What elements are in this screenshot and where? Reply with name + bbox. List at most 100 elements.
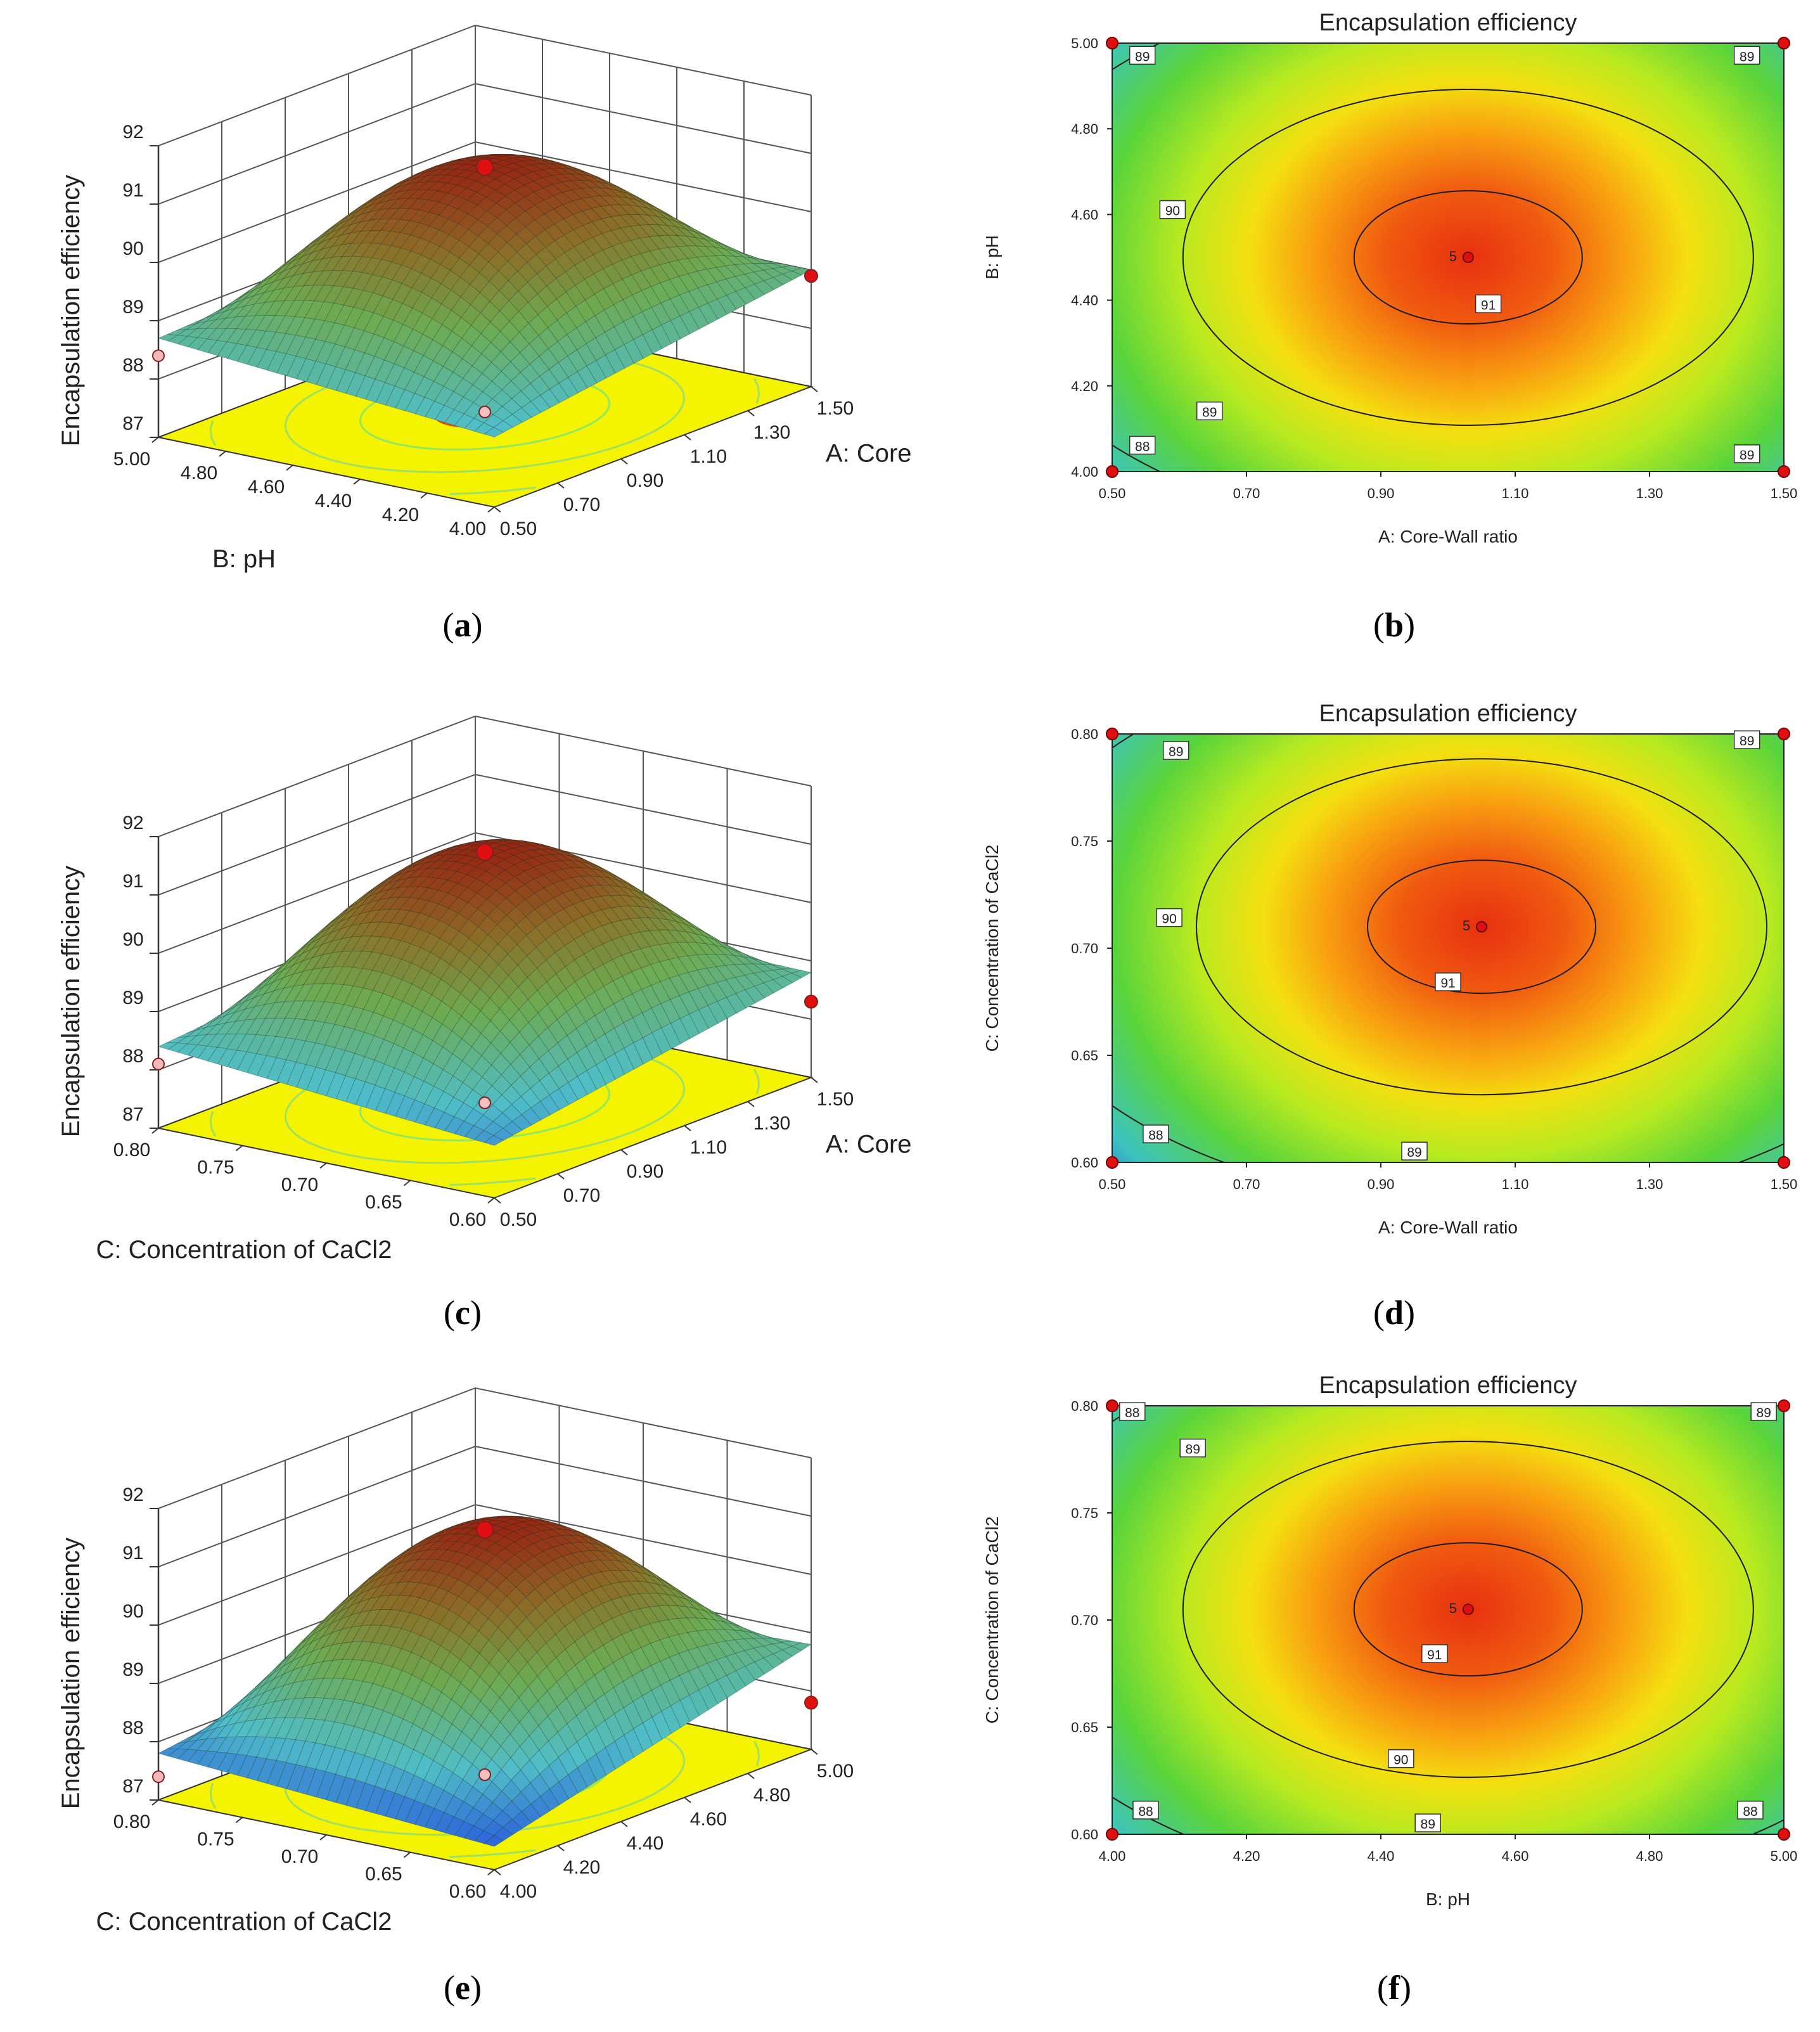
y-tick-label: 0.70 <box>281 1174 318 1195</box>
y-axis-title: B: pH <box>212 545 276 573</box>
y-tick <box>151 1799 159 1806</box>
y-axis-title: B: pH <box>982 235 1002 280</box>
y-tick-label: 0.75 <box>1071 833 1098 849</box>
design-point <box>152 1057 165 1071</box>
x-tick <box>684 434 691 440</box>
z-tick-label: 91 <box>122 180 143 201</box>
y-tick-label: 0.60 <box>449 1209 486 1230</box>
x-tick <box>747 410 755 416</box>
contour-label: 90 <box>1165 204 1180 219</box>
x-tick-label: 1.10 <box>1502 1176 1529 1192</box>
z-tick-label: 92 <box>122 813 143 833</box>
contour-label: 90 <box>1162 912 1176 927</box>
contour-label: 88 <box>1743 1804 1757 1819</box>
design-point <box>478 406 491 418</box>
y-tick <box>487 1869 495 1875</box>
x-tick-label: 0.90 <box>1368 1176 1395 1192</box>
x-axis-title: A: Core-Wall ratio <box>826 1131 913 1159</box>
center-point <box>1462 252 1474 263</box>
x-tick-label: 5.00 <box>1771 1848 1798 1864</box>
contour-label-box <box>1119 1402 1146 1421</box>
contour-label: 89 <box>1407 1145 1421 1160</box>
x-tick <box>557 482 565 489</box>
x-tick <box>557 1845 565 1851</box>
y-tick-label: 0.75 <box>197 1157 234 1178</box>
floor-contour <box>209 1783 217 1809</box>
x-tick-label: 0.90 <box>1368 485 1395 501</box>
chart-c: 87 88 89 90 91 92 0.50 0.70 0.90 1.10 1.30 1.50 0.60… <box>13 691 913 1287</box>
contour-label: 89 <box>1740 448 1754 463</box>
chart-title: Encapsulation efficiency <box>1319 10 1577 36</box>
x-tick-label: 0.70 <box>1233 485 1260 501</box>
caption-a: (a) <box>442 606 483 644</box>
y-tick-label: 0.65 <box>365 1864 402 1885</box>
design-point <box>1778 37 1790 49</box>
x-tick <box>811 1749 818 1755</box>
x-tick <box>811 386 818 392</box>
z-tick-label: 87 <box>122 413 143 434</box>
contour-label-box <box>1159 200 1186 219</box>
design-point <box>152 1770 165 1784</box>
y-tick-label: 4.80 <box>1071 121 1098 137</box>
contour-label: 88 <box>1138 1804 1153 1819</box>
contour-label: 91 <box>1481 298 1496 312</box>
design-point <box>1106 1399 1118 1412</box>
x-tick <box>684 1125 691 1131</box>
contour-fill <box>1112 1406 1784 1834</box>
contour-label: 89 <box>1757 1406 1771 1420</box>
x-tick <box>494 1197 501 1204</box>
x-tick-label: 4.00 <box>500 1881 537 1902</box>
x-tick-label: 5.00 <box>817 1761 854 1782</box>
contour-label-box <box>1421 1644 1448 1663</box>
y-tick <box>487 506 495 513</box>
design-point <box>152 349 165 363</box>
x-tick-label: 1.30 <box>753 422 790 443</box>
x-tick-label: 1.30 <box>1636 1176 1663 1192</box>
contour-label: 88 <box>1125 1406 1139 1420</box>
y-tick <box>487 1197 495 1204</box>
x-tick-label: 1.50 <box>1771 485 1798 501</box>
contour-plot-group: Encapsulation efficiency 0.50 0.70 0.90 1.10… <box>982 700 1797 1237</box>
x-tick <box>494 1869 501 1875</box>
x-tick <box>747 1101 755 1107</box>
z-tick-label: 92 <box>122 1484 143 1505</box>
y-tick <box>235 1145 243 1152</box>
floor-contour <box>449 1849 536 1858</box>
y-tick-label: 4.60 <box>248 477 285 498</box>
surface-plot-group: 87 88 89 90 91 92 4.00 4.20 4.40 4.60 4.80 5.00 0.60… <box>57 1387 854 1936</box>
caption-f: (f) <box>1377 1969 1411 2007</box>
contour-label-box <box>1435 972 1461 991</box>
x-tick-label: 1.30 <box>1636 485 1663 501</box>
contour-line <box>1367 859 1596 994</box>
x-tick <box>494 506 501 513</box>
y-tick-label: 0.65 <box>365 1192 402 1213</box>
contour-fill <box>1112 734 1784 1162</box>
y-tick-label: 0.70 <box>1071 941 1098 956</box>
x-tick <box>620 1149 628 1155</box>
x-axis-title: B: pH <box>1426 1889 1470 1909</box>
chart-b: Encapsulation efficiency 0.50 0.70 0.90 1.10… <box>951 0 1800 596</box>
contour-label-box <box>1196 401 1223 421</box>
contour-label: 89 <box>1135 49 1150 64</box>
design-point <box>1106 1828 1118 1841</box>
contour-label-box <box>1475 294 1502 314</box>
y-tick <box>319 1834 327 1841</box>
y-tick-label: 0.60 <box>1071 1827 1098 1842</box>
z-tick-label: 87 <box>122 1104 143 1125</box>
floor-contour <box>449 1177 536 1186</box>
design-point <box>476 843 494 861</box>
design-point <box>1106 465 1118 478</box>
y-tick <box>319 1162 327 1169</box>
y-tick-label: 0.70 <box>1071 1612 1098 1628</box>
z-tick-label: 91 <box>122 1543 143 1564</box>
x-tick-label: 4.60 <box>1502 1848 1529 1864</box>
x-tick-label: 4.40 <box>627 1833 663 1854</box>
contour-line <box>1196 758 1767 1096</box>
contour-label-box <box>1156 908 1182 927</box>
y-axis-title: C: Concentration of CaCl2 <box>982 1517 1002 1724</box>
x-axis-title: A: Core-Wall ratio <box>1378 1218 1518 1237</box>
x-tick-label: 0.70 <box>563 1185 600 1206</box>
design-point <box>1778 1156 1790 1169</box>
plot-frame <box>1112 42 1785 472</box>
contour-label-box <box>1132 1801 1159 1820</box>
